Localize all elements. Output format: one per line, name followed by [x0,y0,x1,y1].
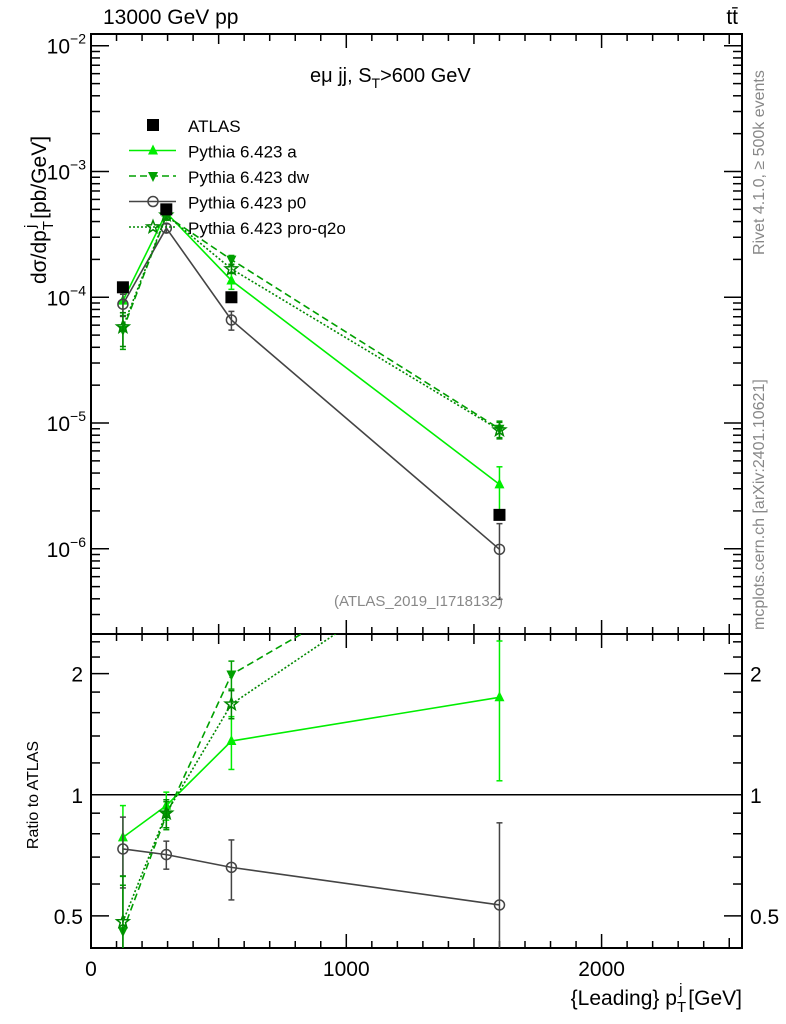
ratio-series-line [122,696,500,839]
ratio-data-point [225,861,238,874]
legend-item: Pythia 6.423 pro-q2o [129,218,346,238]
analysis-label: (ATLAS_2019_I1718132) [334,593,503,610]
ratio-data-point [114,913,132,929]
ratio-data-point [160,848,173,861]
x-tick-label: 1000 [323,958,370,981]
x-tick-label: 2000 [578,958,625,981]
legend: ATLAS Pythia 6.423 a Pythia 6.423 dw Pythia… [129,117,346,238]
legend-label: ATLAS [188,117,241,136]
legend-marker [147,119,159,131]
legend-marker [147,195,159,208]
ratio-y-axis-label: Ratio to ATLAS [25,741,42,849]
main-data-point [117,298,129,310]
ratio-y-tick-label: 2 [750,664,762,687]
axes: 0 1000 2000 10−2 10−3 10−4 10−5 10−6 0.5 0.5 1 1 2 2 [47,31,780,981]
ratio-data-point [226,735,237,746]
y-axis-label: dσ/dpTj [pb/GeV] [22,136,57,284]
ratio-series-line [122,634,337,923]
main-data-point [114,318,132,335]
ratio-y-tick-label: 1 [750,785,762,808]
x-axis-label: {Leading} pTj [GeV] [571,981,742,1016]
ratio-data-point [494,691,505,702]
legend-label: Pythia 6.423 dw [188,168,310,187]
ratio-y-tick-label: 1 [71,785,83,808]
main-plot-marks [114,203,508,601]
ratio-data-point [493,899,506,911]
series-line [122,211,500,486]
series-line [122,226,500,550]
plot-title: eμ jj, ST>600 GeV [310,65,471,91]
y-tick-label: 10−3 [47,157,87,185]
series-line [122,213,500,431]
atlas-data-point [225,291,238,304]
ratio-y-tick-label: 2 [71,664,83,687]
main-data-point [494,478,505,489]
header-right: tt̄ [726,6,738,29]
atlas-data-point [116,281,129,294]
main-data-point [225,314,238,326]
y-tick-label: 10−6 [47,534,87,562]
legend-label: Pythia 6.423 p0 [188,194,306,213]
side-text-bottom: mcplots.cern.ch [arXiv:2401.10621] [751,379,768,630]
ratio-series-line [122,634,304,932]
ratio-data-point [223,695,240,712]
header-left: 13000 GeV pp [103,6,238,29]
legend-marker [148,144,158,155]
main-data-point [493,543,506,556]
ratio-y-tick-label: 0.5 [750,906,779,929]
atlas-data-point [160,203,173,216]
y-tick-label: 10−5 [47,408,87,436]
main-data-point [491,421,508,438]
y-tick-label: 10−4 [47,282,87,310]
legend-item: Pythia 6.423 p0 [129,194,306,213]
y-tick-label: 10−2 [47,31,87,59]
ratio-y-tick-label: 0.5 [54,906,83,929]
legend-label: Pythia 6.423 a [188,143,297,162]
legend-label: Pythia 6.423 pro-q2o [188,219,346,238]
main-data-point [226,274,237,285]
ratio-data-point [226,670,237,681]
series-line [122,214,500,430]
legend-marker [148,172,158,182]
legend-item: Pythia 6.423 dw [129,168,310,187]
legend-marker [144,218,162,235]
ratio-series-line [122,848,500,906]
legend-item: Pythia 6.423 a [129,143,297,162]
side-text-top: Rivet 4.1.0, ≥ 500k events [751,70,768,255]
main-data-point [223,260,240,276]
ratio-plot-frame [90,633,743,949]
ratio-data-point [117,843,129,855]
atlas-data-point [493,508,506,521]
ratio-plot-marks [114,634,506,948]
ratio-data-point [158,804,175,821]
legend-item: ATLAS [147,117,241,136]
x-tick-label: 0 [85,958,97,981]
main-data-point [160,222,173,234]
